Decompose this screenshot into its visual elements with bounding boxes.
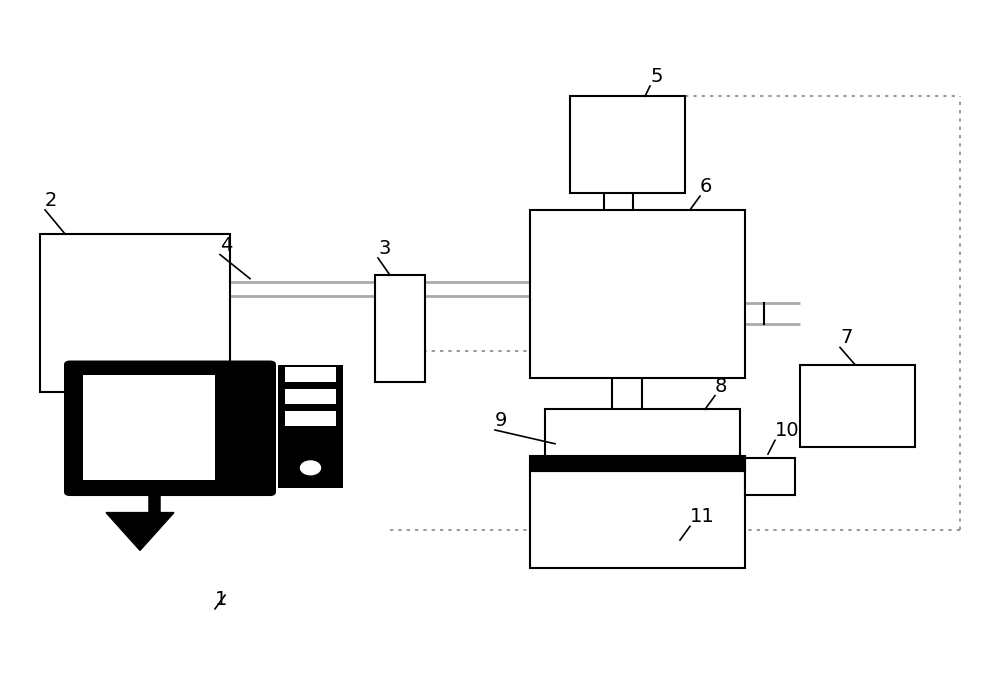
Text: 2: 2: [45, 191, 57, 210]
Bar: [83, 375, 215, 480]
Text: 1: 1: [215, 590, 227, 609]
Bar: [40, 234, 230, 392]
Text: 8: 8: [715, 376, 727, 396]
Bar: [800, 365, 915, 447]
Bar: [278, 365, 343, 488]
Polygon shape: [106, 513, 174, 550]
FancyBboxPatch shape: [64, 361, 276, 496]
Text: 3: 3: [378, 239, 390, 258]
Text: 10: 10: [775, 421, 800, 440]
Text: 11: 11: [690, 507, 715, 526]
Bar: [285, 367, 336, 382]
Bar: [745, 458, 795, 495]
Circle shape: [298, 459, 324, 477]
Bar: [285, 389, 336, 404]
Text: 4: 4: [220, 235, 232, 255]
Bar: [530, 210, 745, 378]
Bar: [530, 471, 745, 568]
Bar: [285, 411, 336, 426]
Bar: [545, 409, 740, 461]
Text: 9: 9: [495, 411, 507, 430]
Bar: [375, 275, 425, 382]
Bar: [530, 456, 745, 471]
Text: 7: 7: [840, 328, 852, 347]
Circle shape: [300, 461, 320, 475]
Bar: [570, 96, 685, 193]
Text: 6: 6: [700, 177, 712, 196]
Text: 5: 5: [650, 67, 662, 86]
